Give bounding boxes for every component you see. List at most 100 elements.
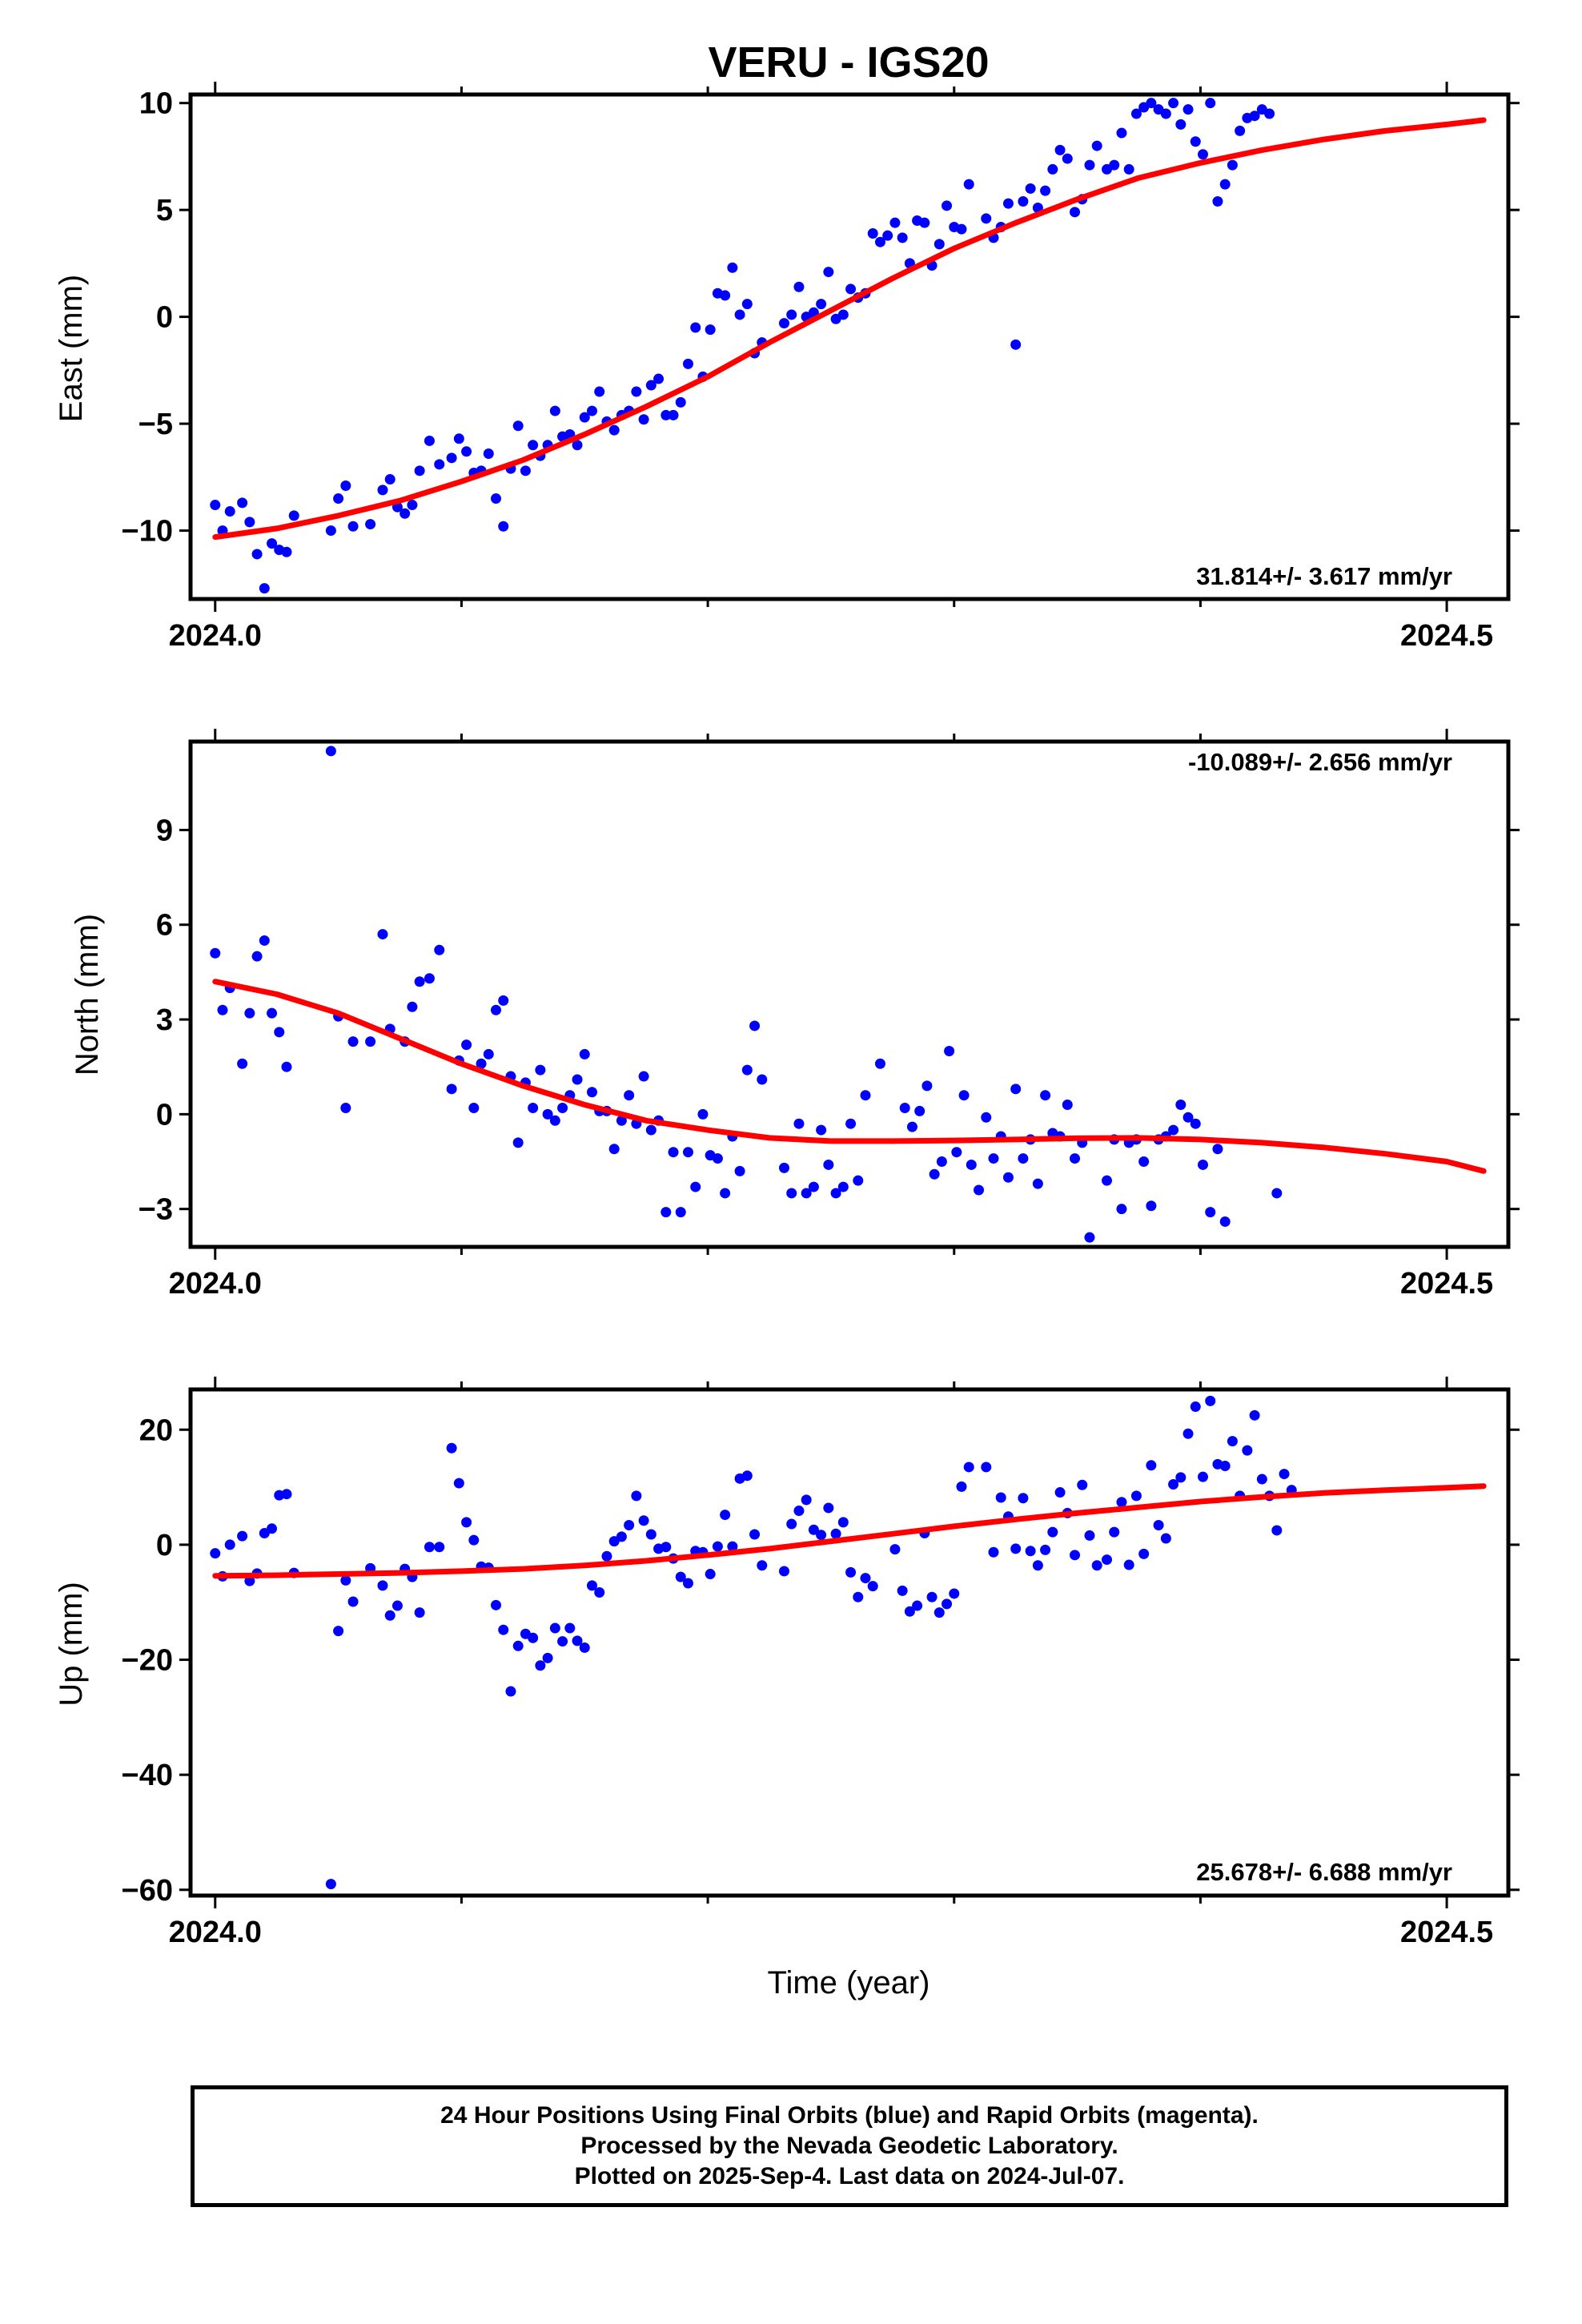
panel-up: Up (mm) −60 −40 −20 0 20 2024.0 2024.5 25.678+/… [54, 1377, 1520, 1949]
data-point [958, 1090, 970, 1101]
data-point [224, 506, 235, 517]
panel-east: East (mm) −10 −5 0 5 10 2024.0 2024.5 31.814+/-… [54, 82, 1520, 653]
data-point [631, 386, 642, 397]
data-point [1123, 1559, 1134, 1570]
fit-curve [212, 1483, 1487, 1579]
data-point [757, 1560, 768, 1571]
fit-curve [212, 979, 1487, 1174]
data-point [897, 232, 908, 243]
data-point [995, 1492, 1006, 1503]
data-point [1168, 1479, 1179, 1490]
data-point [808, 1181, 819, 1192]
data-point [690, 322, 701, 333]
data-point [1197, 1471, 1208, 1482]
plot-frame [188, 92, 1511, 601]
data-point [586, 405, 597, 416]
data-point [1070, 207, 1081, 218]
data-point [823, 1159, 834, 1170]
data-point [1102, 1554, 1113, 1566]
data-point [407, 1001, 418, 1012]
data-point [340, 480, 351, 492]
data-point [377, 1580, 388, 1591]
data-point [1175, 1100, 1186, 1111]
data-point [749, 1020, 761, 1031]
data-point [586, 1087, 597, 1098]
data-point [274, 1027, 285, 1038]
y-tick-label: 5 [156, 194, 173, 227]
data-point [712, 1541, 723, 1552]
data-point [906, 1121, 917, 1132]
data-point [631, 1490, 642, 1502]
data-point [377, 929, 388, 940]
data-point [1153, 1519, 1164, 1530]
panel-up-rate-label: 25.678+/- 6.688 mm/yr [1196, 1858, 1452, 1886]
data-point [1197, 149, 1208, 160]
data-point [491, 1004, 502, 1015]
x-tick-label: 2024.5 [1400, 619, 1493, 653]
data-point [528, 1102, 539, 1113]
data-point [705, 1569, 716, 1580]
data-point [1160, 1533, 1171, 1544]
data-point [1047, 163, 1058, 175]
data-point [512, 1137, 524, 1148]
data-point [1175, 1472, 1186, 1483]
data-point [340, 1574, 351, 1586]
data-point [267, 1523, 278, 1534]
data-point [741, 299, 753, 310]
data-point [926, 1591, 938, 1602]
data-point [974, 1184, 985, 1196]
data-point [1264, 108, 1275, 119]
data-point [944, 1045, 955, 1056]
data-point [512, 1640, 524, 1651]
data-point [837, 1517, 849, 1528]
y-tick-label: 0 [156, 301, 173, 335]
data-point [461, 446, 472, 457]
data-point [837, 1181, 849, 1192]
y-tick-label: 3 [156, 1003, 173, 1037]
data-point [491, 493, 502, 505]
data-point [778, 1162, 789, 1173]
y-tick-label: −20 [122, 1644, 173, 1678]
data-point [1205, 1207, 1216, 1218]
data-point [837, 309, 849, 320]
data-point [333, 1626, 344, 1637]
y-tick-label: −3 [139, 1193, 173, 1227]
data-point [535, 1064, 546, 1076]
data-point [414, 976, 425, 987]
y-tick-label: −60 [122, 1874, 173, 1908]
data-point [210, 1548, 221, 1559]
data-point [244, 1575, 255, 1586]
data-point [340, 1102, 351, 1113]
y-tick-label: 10 [139, 87, 173, 121]
data-point [757, 1074, 768, 1085]
data-point [1070, 1153, 1081, 1164]
data-point [1212, 195, 1223, 207]
data-point [823, 1502, 834, 1514]
data-point [1084, 159, 1095, 171]
data-point [889, 217, 901, 228]
data-point [414, 1607, 425, 1618]
data-point [956, 1481, 967, 1492]
data-point [793, 281, 805, 292]
data-point [1279, 1469, 1290, 1480]
data-point [1212, 1144, 1223, 1155]
data-point [288, 510, 299, 521]
data-point [845, 1566, 857, 1578]
data-point [325, 1879, 336, 1890]
data-point [645, 380, 656, 391]
data-point [557, 1102, 568, 1113]
data-point [391, 1600, 403, 1611]
data-point [1205, 98, 1216, 109]
data-point [434, 459, 445, 470]
data-point [1002, 1172, 1014, 1183]
data-point [914, 1105, 926, 1116]
data-point [845, 1118, 857, 1129]
data-point [936, 1156, 947, 1168]
data-point [942, 1598, 953, 1610]
y-tick-label: 9 [156, 814, 173, 847]
data-point [661, 409, 672, 420]
data-point [682, 1147, 693, 1158]
data-point [801, 1188, 812, 1199]
data-point [981, 213, 992, 224]
data-point [1062, 1100, 1073, 1111]
